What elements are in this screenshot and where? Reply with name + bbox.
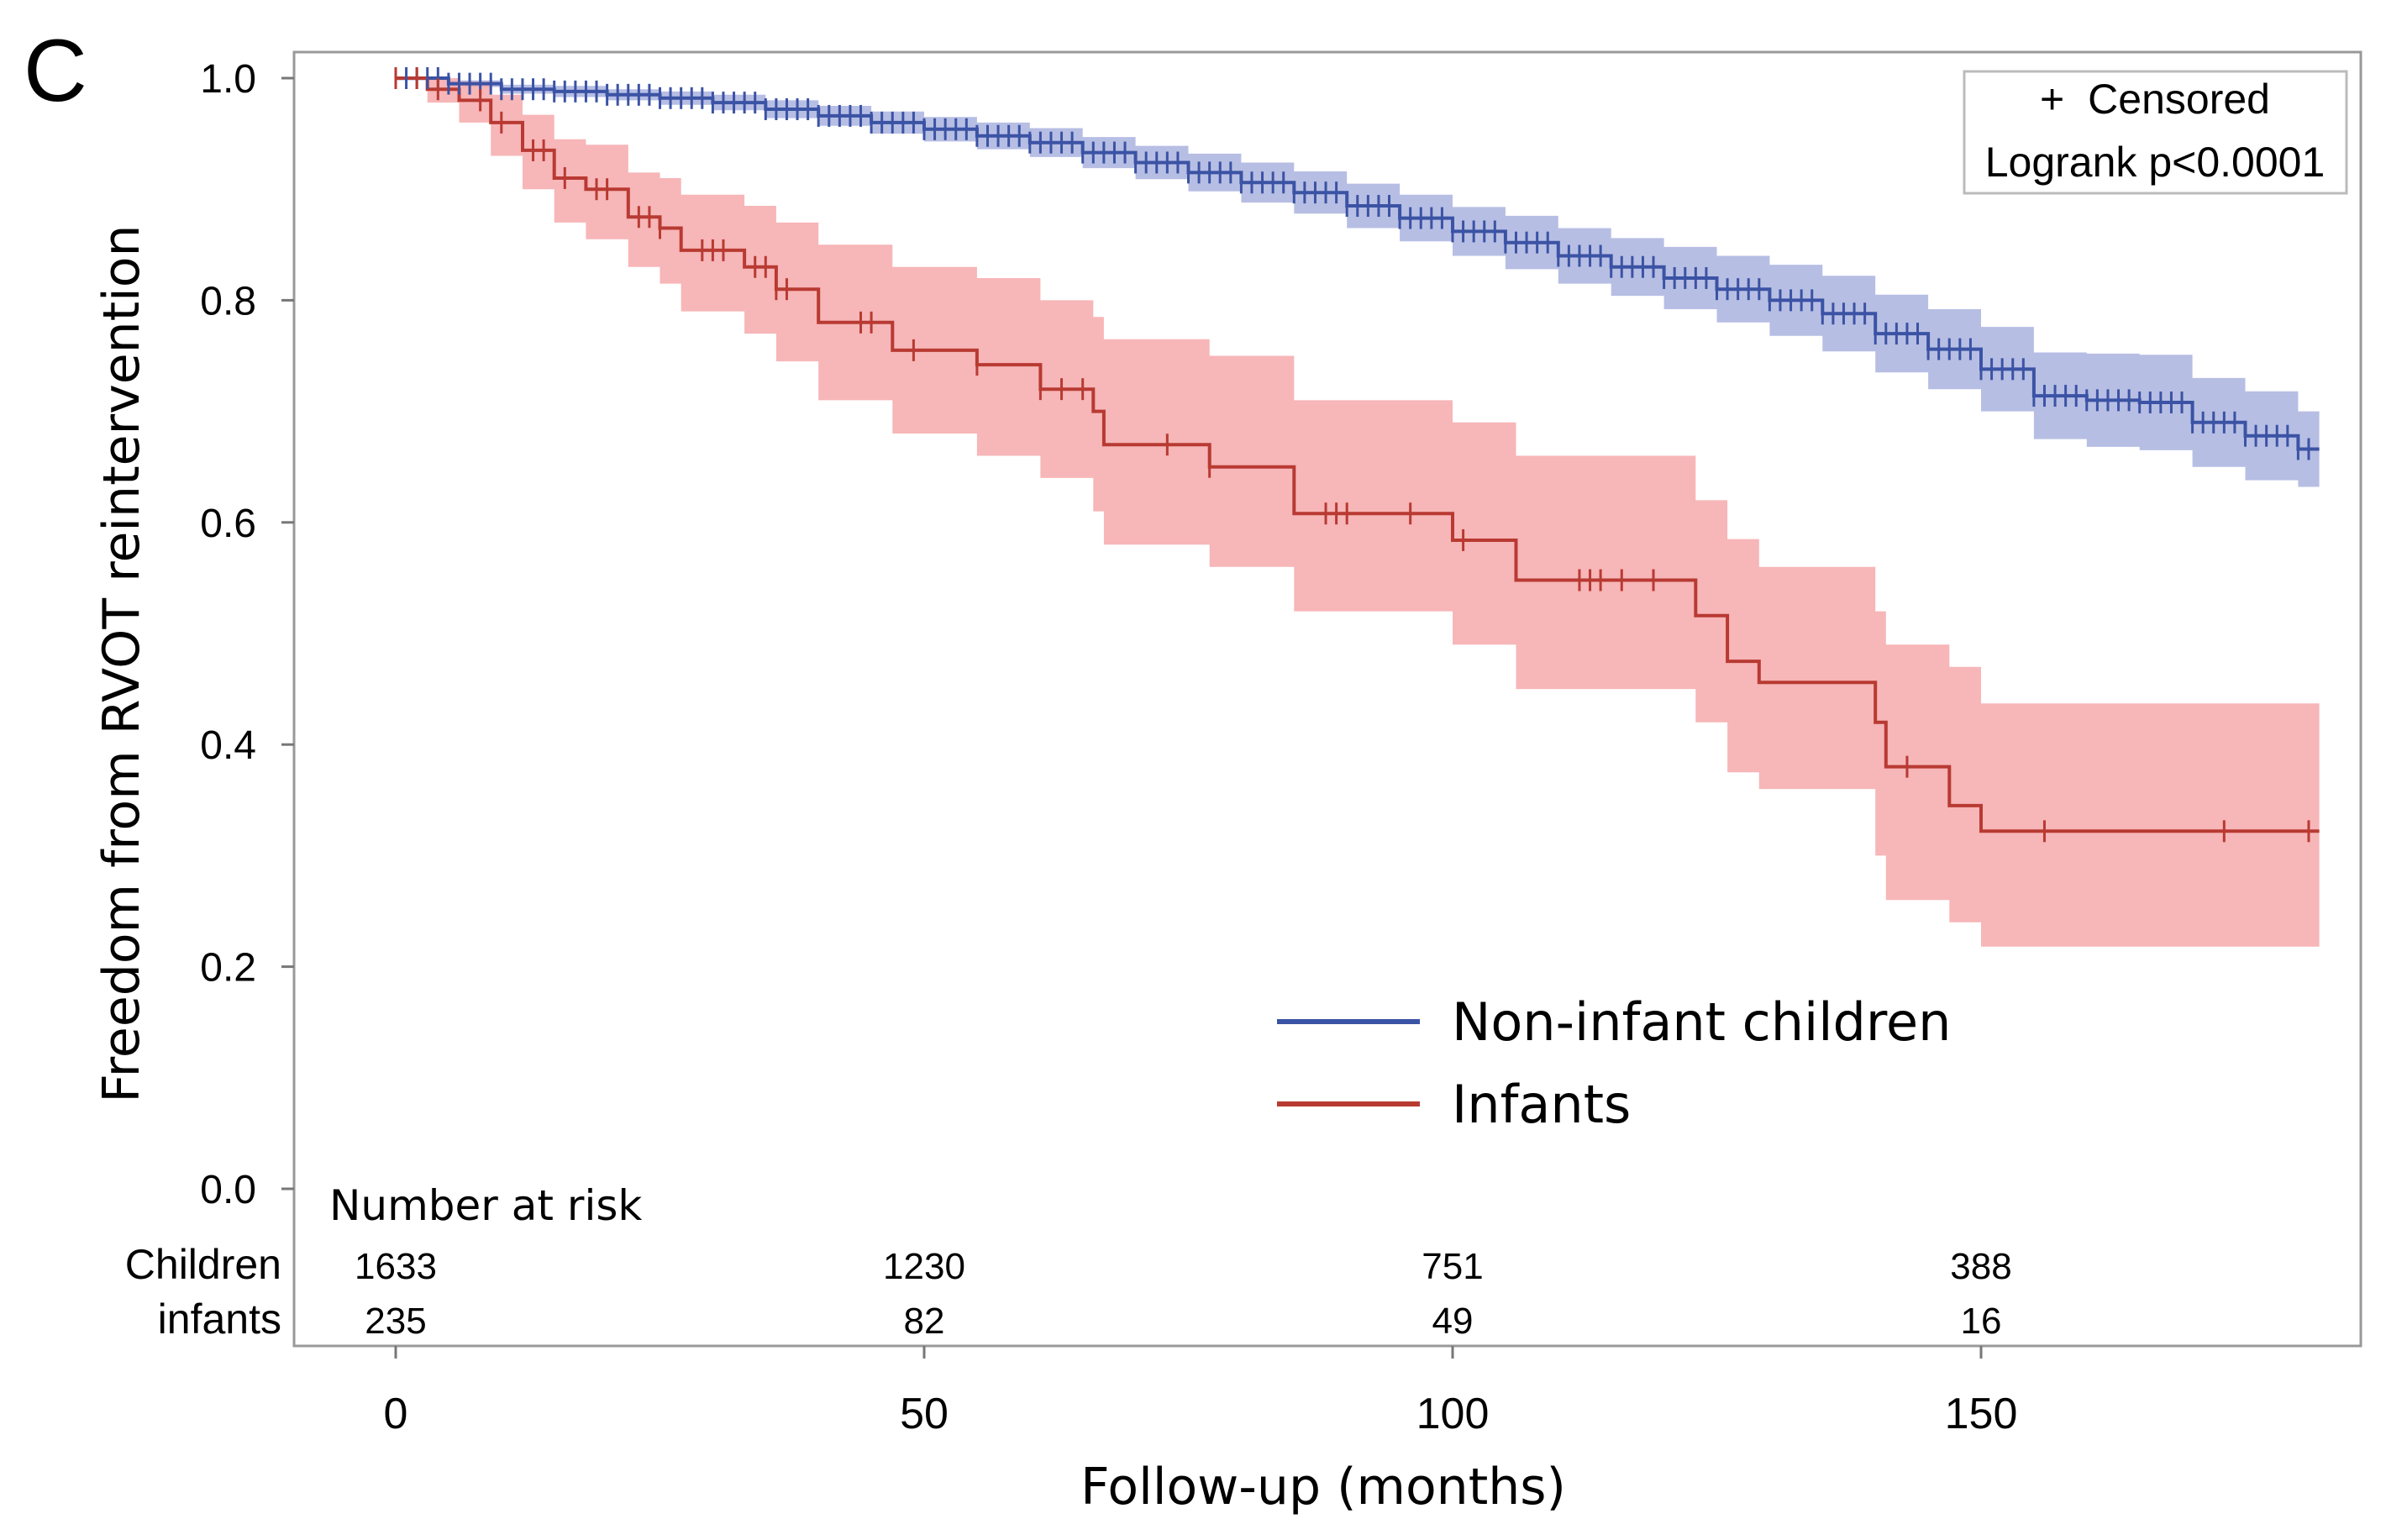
x-tick-label: 0 <box>384 1390 408 1438</box>
svg-text:+ Censored: + Censored <box>2040 76 2270 123</box>
legend-label-infants: Infants <box>1452 1074 1631 1135</box>
series-legend: Non-infant children Infants <box>1277 991 1951 1135</box>
survival-curve-infants <box>396 76 2320 833</box>
censor-legend-marker: + <box>2040 76 2064 123</box>
x-tick-label: 50 <box>900 1390 949 1438</box>
risk-value-infants: 82 <box>904 1301 945 1342</box>
risk-value-infants: 49 <box>1432 1301 1474 1342</box>
x-axis: 0 50 100 150 <box>384 1346 2018 1438</box>
inset-legend-box <box>1963 70 2348 195</box>
ci-band-non-infant <box>396 78 2320 487</box>
inset-legend: + Censored Logrank p<0.0001 <box>1963 70 2348 195</box>
censor-marks <box>394 67 2310 843</box>
risk-value-children: 1633 <box>355 1246 437 1287</box>
y-tick-label: 0.6 <box>200 502 256 546</box>
y-tick-label: 1.0 <box>200 57 256 102</box>
risk-row-label-infants: infants <box>158 1296 281 1343</box>
risk-value-children: 1230 <box>883 1246 965 1287</box>
logrank-pvalue: Logrank p<0.0001 <box>1985 139 2326 186</box>
risk-value-children: 751 <box>1422 1246 1483 1287</box>
y-tick-label: 0.0 <box>200 1168 256 1212</box>
legend-label-non-infant: Non-infant children <box>1452 991 1951 1053</box>
x-axis-label: Follow-up (months) <box>1080 1458 1566 1516</box>
x-tick-label: 150 <box>1945 1390 2018 1438</box>
y-tick-label: 0.2 <box>200 946 256 991</box>
risk-table: Number at risk Children infants 1633 1230… <box>125 1181 2012 1343</box>
y-axis-label: Freedom from RVOT reintervention <box>92 224 151 1102</box>
survival-curve-non-infant <box>396 76 2320 451</box>
risk-table-title: Number at risk <box>329 1181 642 1230</box>
y-tick-label: 0.8 <box>200 279 256 323</box>
censor-legend-label: Censored <box>2088 76 2270 123</box>
y-tick-label: 0.4 <box>200 723 256 768</box>
y-axis: 0.0 0.2 0.4 0.6 0.8 1.0 <box>200 57 294 1212</box>
panel-label: C <box>24 22 87 120</box>
risk-value-children: 388 <box>1950 1246 2011 1287</box>
x-tick-label: 100 <box>1416 1390 1490 1438</box>
risk-value-infants: 235 <box>365 1301 426 1342</box>
risk-row-label-children: Children <box>125 1241 281 1288</box>
survival-curves <box>396 76 2320 833</box>
risk-value-infants: 16 <box>1961 1301 2002 1342</box>
plot-frame <box>292 50 2362 1348</box>
